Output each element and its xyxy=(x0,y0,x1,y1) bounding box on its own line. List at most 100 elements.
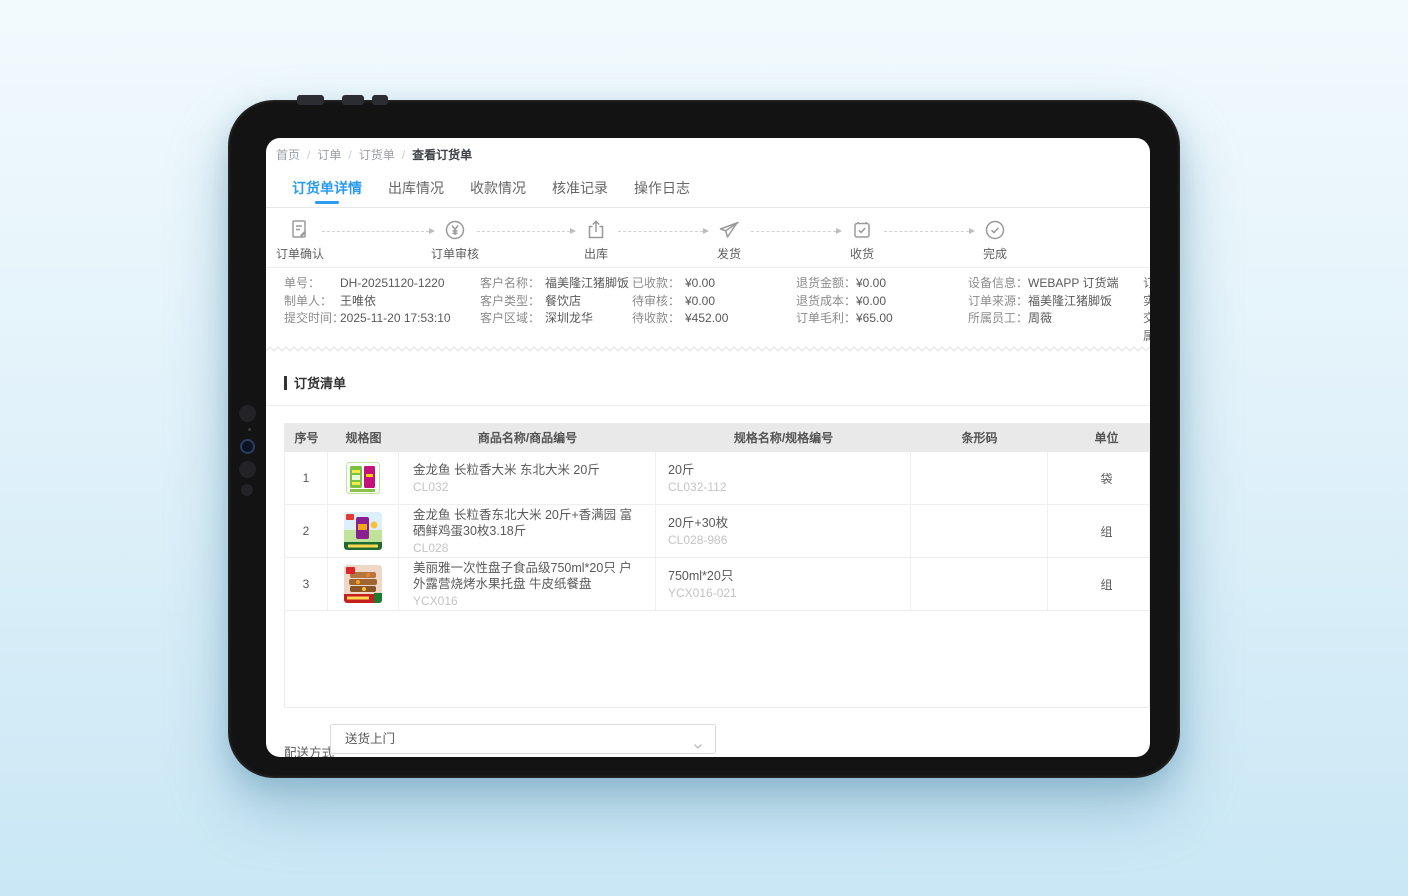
spec-code: YCX016-021 xyxy=(668,586,737,600)
step-label: 订单确认 xyxy=(275,247,324,261)
tab-bar: 订货单详情 出库情况 收款情况 核准记录 操作日志 xyxy=(266,170,1150,208)
header-barcode: 条形码 xyxy=(961,431,998,445)
breadcrumb: 首页 / 订单 / 订货单 / 查看订货单 xyxy=(276,138,472,170)
field-label: 制单人： xyxy=(284,293,333,308)
barcode-cell xyxy=(911,505,1048,557)
return-amount: ¥0.00 xyxy=(856,276,887,290)
section-divider xyxy=(266,405,1150,406)
product-code: CL028 xyxy=(413,541,449,555)
step-connector-arrow xyxy=(884,228,975,234)
field-label: 客户区域： xyxy=(480,311,541,325)
delivery-method-label: 配送方式 xyxy=(284,746,335,757)
product-name: 金龙鱼 长粒香大米 东北大米 20斤 xyxy=(413,463,600,477)
order-confirm-icon xyxy=(266,218,340,242)
barcode-cell xyxy=(911,558,1048,610)
chevron-down-icon xyxy=(692,734,704,757)
assigned-employee: 周薇 xyxy=(1028,311,1053,325)
step-connector-arrow xyxy=(618,228,709,234)
step-outbound: 出库 xyxy=(556,218,636,262)
field-label: 设备信息： xyxy=(968,276,1029,290)
order-progress-steps: 订单确认 订单审核 出库 xyxy=(266,208,1150,268)
breadcrumb-separator: / xyxy=(307,148,311,162)
spec-code: CL032-112 xyxy=(668,480,727,494)
zigzag-divider xyxy=(266,346,1150,352)
unit-cell: 袋 xyxy=(1100,471,1113,486)
order-list-section-header: 订货清单 xyxy=(284,373,346,392)
section-title-bar xyxy=(284,375,287,390)
tab-outbound-status[interactable]: 出库情况 xyxy=(388,180,444,196)
breadcrumb-current: 查看订货单 xyxy=(412,148,473,162)
outbound-icon xyxy=(556,218,636,242)
row-index: 2 xyxy=(285,505,328,557)
order-profit: ¥65.00 xyxy=(856,311,893,325)
breadcrumb-separator: / xyxy=(401,148,406,162)
breadcrumb-home[interactable]: 首页 xyxy=(276,148,301,162)
field-label: 客户名称： xyxy=(480,276,541,290)
receive-box-icon xyxy=(822,218,902,242)
step-label: 订单审核 xyxy=(430,247,479,261)
step-label: 收货 xyxy=(849,247,874,261)
submit-time: 2025-11-20 17:53:10 xyxy=(340,311,451,325)
table-row[interactable]: 3 xyxy=(285,558,1149,611)
product-code: CL032 xyxy=(413,480,449,494)
spec-name: 20斤+30枚 xyxy=(668,516,729,530)
pending-review-amount: ¥0.00 xyxy=(685,293,716,308)
unit-cell: 组 xyxy=(1100,577,1113,592)
field-label: 待审核： xyxy=(632,293,681,308)
return-cost: ¥0.00 xyxy=(856,293,887,308)
order-items-table: 序号 规格图 商品名称/商品编号 规格名称/规格编号 条形码 单位 1 xyxy=(284,423,1150,708)
header-product: 商品名称/商品编号 xyxy=(477,431,578,445)
tablet-sensor xyxy=(241,484,253,496)
row-index: 3 xyxy=(285,558,328,610)
tablet-top-button xyxy=(297,95,324,105)
row-index: 1 xyxy=(285,452,328,504)
order-info-panel: 单号： DH-20251120-1220 制单人： 王唯依 提交时间： 2025-11… xyxy=(266,268,1150,346)
breadcrumb-orders[interactable]: 订单 xyxy=(317,148,342,162)
tab-approval-record[interactable]: 核准记录 xyxy=(552,180,608,196)
product-thumbnail xyxy=(344,459,382,497)
order-number: DH-20251120-1220 xyxy=(340,276,445,290)
step-order-confirm: 订单确认 xyxy=(266,218,340,262)
step-label: 出库 xyxy=(583,247,608,261)
section-title: 订货清单 xyxy=(294,376,347,391)
field-label: 待收款： xyxy=(632,311,681,325)
device-info: WEBAPP 订货端 xyxy=(1028,276,1119,290)
header-index: 序号 xyxy=(294,431,319,445)
field-label: 订单来源： xyxy=(968,293,1029,308)
table-row[interactable]: 1 xyxy=(285,452,1149,505)
step-connector-arrow xyxy=(477,228,576,234)
field-label: 提交时间： xyxy=(284,311,345,325)
tab-operation-log[interactable]: 操作日志 xyxy=(634,180,690,196)
field-label: 已收款： xyxy=(632,276,681,290)
step-complete: 完成 xyxy=(955,218,1035,262)
product-thumbnail xyxy=(344,565,382,603)
step-order-review: 订单审核 xyxy=(415,218,495,262)
customer-name: 福美隆江猪脚饭 xyxy=(545,276,630,290)
tab-payment-status[interactable]: 收款情况 xyxy=(470,180,526,196)
clipped-info-column: 订 实 交 属 xyxy=(1143,276,1150,343)
step-ship: 发货 xyxy=(689,218,769,262)
step-label: 完成 xyxy=(982,247,1007,261)
tablet-sensor-dot xyxy=(248,428,251,431)
field-label: 所属员工： xyxy=(968,311,1029,325)
tablet-sensor xyxy=(239,461,256,478)
step-label: 发货 xyxy=(716,247,741,261)
order-source: 福美隆江猪脚饭 xyxy=(1028,293,1113,308)
app-screen: 首页 / 订单 / 订货单 / 查看订货单 订货单详情 出库情况 收款情况 核准记录 操作日… xyxy=(266,138,1150,757)
order-review-icon xyxy=(415,218,495,242)
table-row[interactable]: 2 xyxy=(285,505,1149,558)
product-thumbnail xyxy=(344,512,382,550)
customer-region: 深圳龙华 xyxy=(545,311,594,325)
tablet-volume-button xyxy=(342,95,364,105)
spec-code: CL028-986 xyxy=(668,533,728,547)
delivery-method-select[interactable]: 送货上门 xyxy=(330,724,716,754)
breadcrumb-order-forms[interactable]: 订货单 xyxy=(358,148,395,162)
field-label: 退货金额： xyxy=(796,276,857,290)
tab-order-detail[interactable]: 订货单详情 xyxy=(292,170,362,207)
tablet-device-frame: 首页 / 订单 / 订货单 / 查看订货单 订货单详情 出库情况 收款情况 核准记录 操作日… xyxy=(228,95,1180,778)
unit-cell: 组 xyxy=(1100,524,1113,539)
tablet-camera-lens xyxy=(240,439,255,454)
spec-name: 750ml*20只 xyxy=(668,569,734,583)
pending-payment-amount: ¥452.00 xyxy=(685,311,729,325)
field-label: 退货成本： xyxy=(796,293,857,308)
